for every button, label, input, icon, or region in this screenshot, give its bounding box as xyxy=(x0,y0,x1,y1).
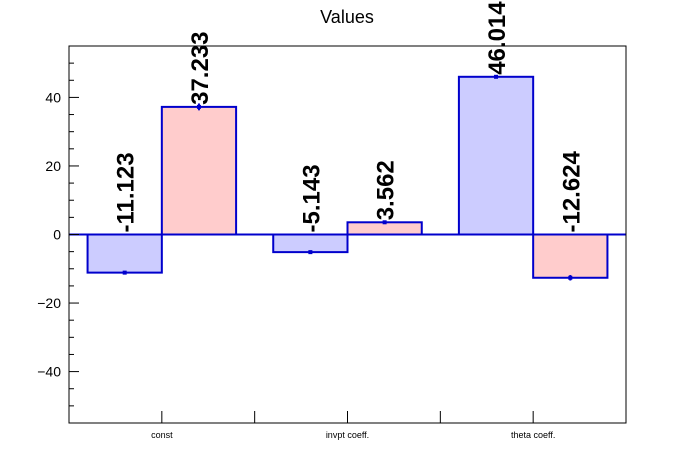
y-axis: −40 −20 0 20 40 xyxy=(37,62,79,407)
chart-title: Values xyxy=(320,7,374,27)
y-tick-label: 40 xyxy=(45,89,61,105)
bar-value-label: 46.014 xyxy=(484,1,511,75)
bar-marker xyxy=(494,74,499,79)
bar-value-label: -12.624 xyxy=(558,150,585,232)
bar xyxy=(272,233,349,254)
bar-value-label: -5.143 xyxy=(298,164,325,232)
bar-marker xyxy=(308,250,313,255)
y-tick-label: −40 xyxy=(37,364,61,380)
x-tick-label: const xyxy=(151,430,173,440)
bar xyxy=(532,233,609,279)
y-tick-label: 20 xyxy=(45,158,61,174)
x-tick-label: theta coeff. xyxy=(511,430,555,440)
bar xyxy=(86,233,163,274)
value-labels-group: -11.123 -5.143 46.014 37.233 3.562 -12.624 xyxy=(113,1,586,233)
bar xyxy=(160,105,238,236)
error-bars-group xyxy=(122,74,573,281)
bar-marker xyxy=(568,275,573,280)
x-axis: const invpt coeff. theta coeff. xyxy=(151,411,555,440)
y-tick-label: −20 xyxy=(37,295,61,311)
x-tick-label: invpt coeff. xyxy=(326,430,369,440)
bar-value-label: 3.562 xyxy=(373,160,400,220)
bars-group xyxy=(86,75,609,279)
bar-value-label: -11.123 xyxy=(113,152,140,232)
bar-marker xyxy=(382,220,387,225)
y-tick-label: 0 xyxy=(53,227,61,243)
bar-value-label: 37.233 xyxy=(187,31,214,104)
bar xyxy=(457,75,535,236)
bar-marker xyxy=(122,270,127,275)
bar-marker xyxy=(196,104,201,109)
